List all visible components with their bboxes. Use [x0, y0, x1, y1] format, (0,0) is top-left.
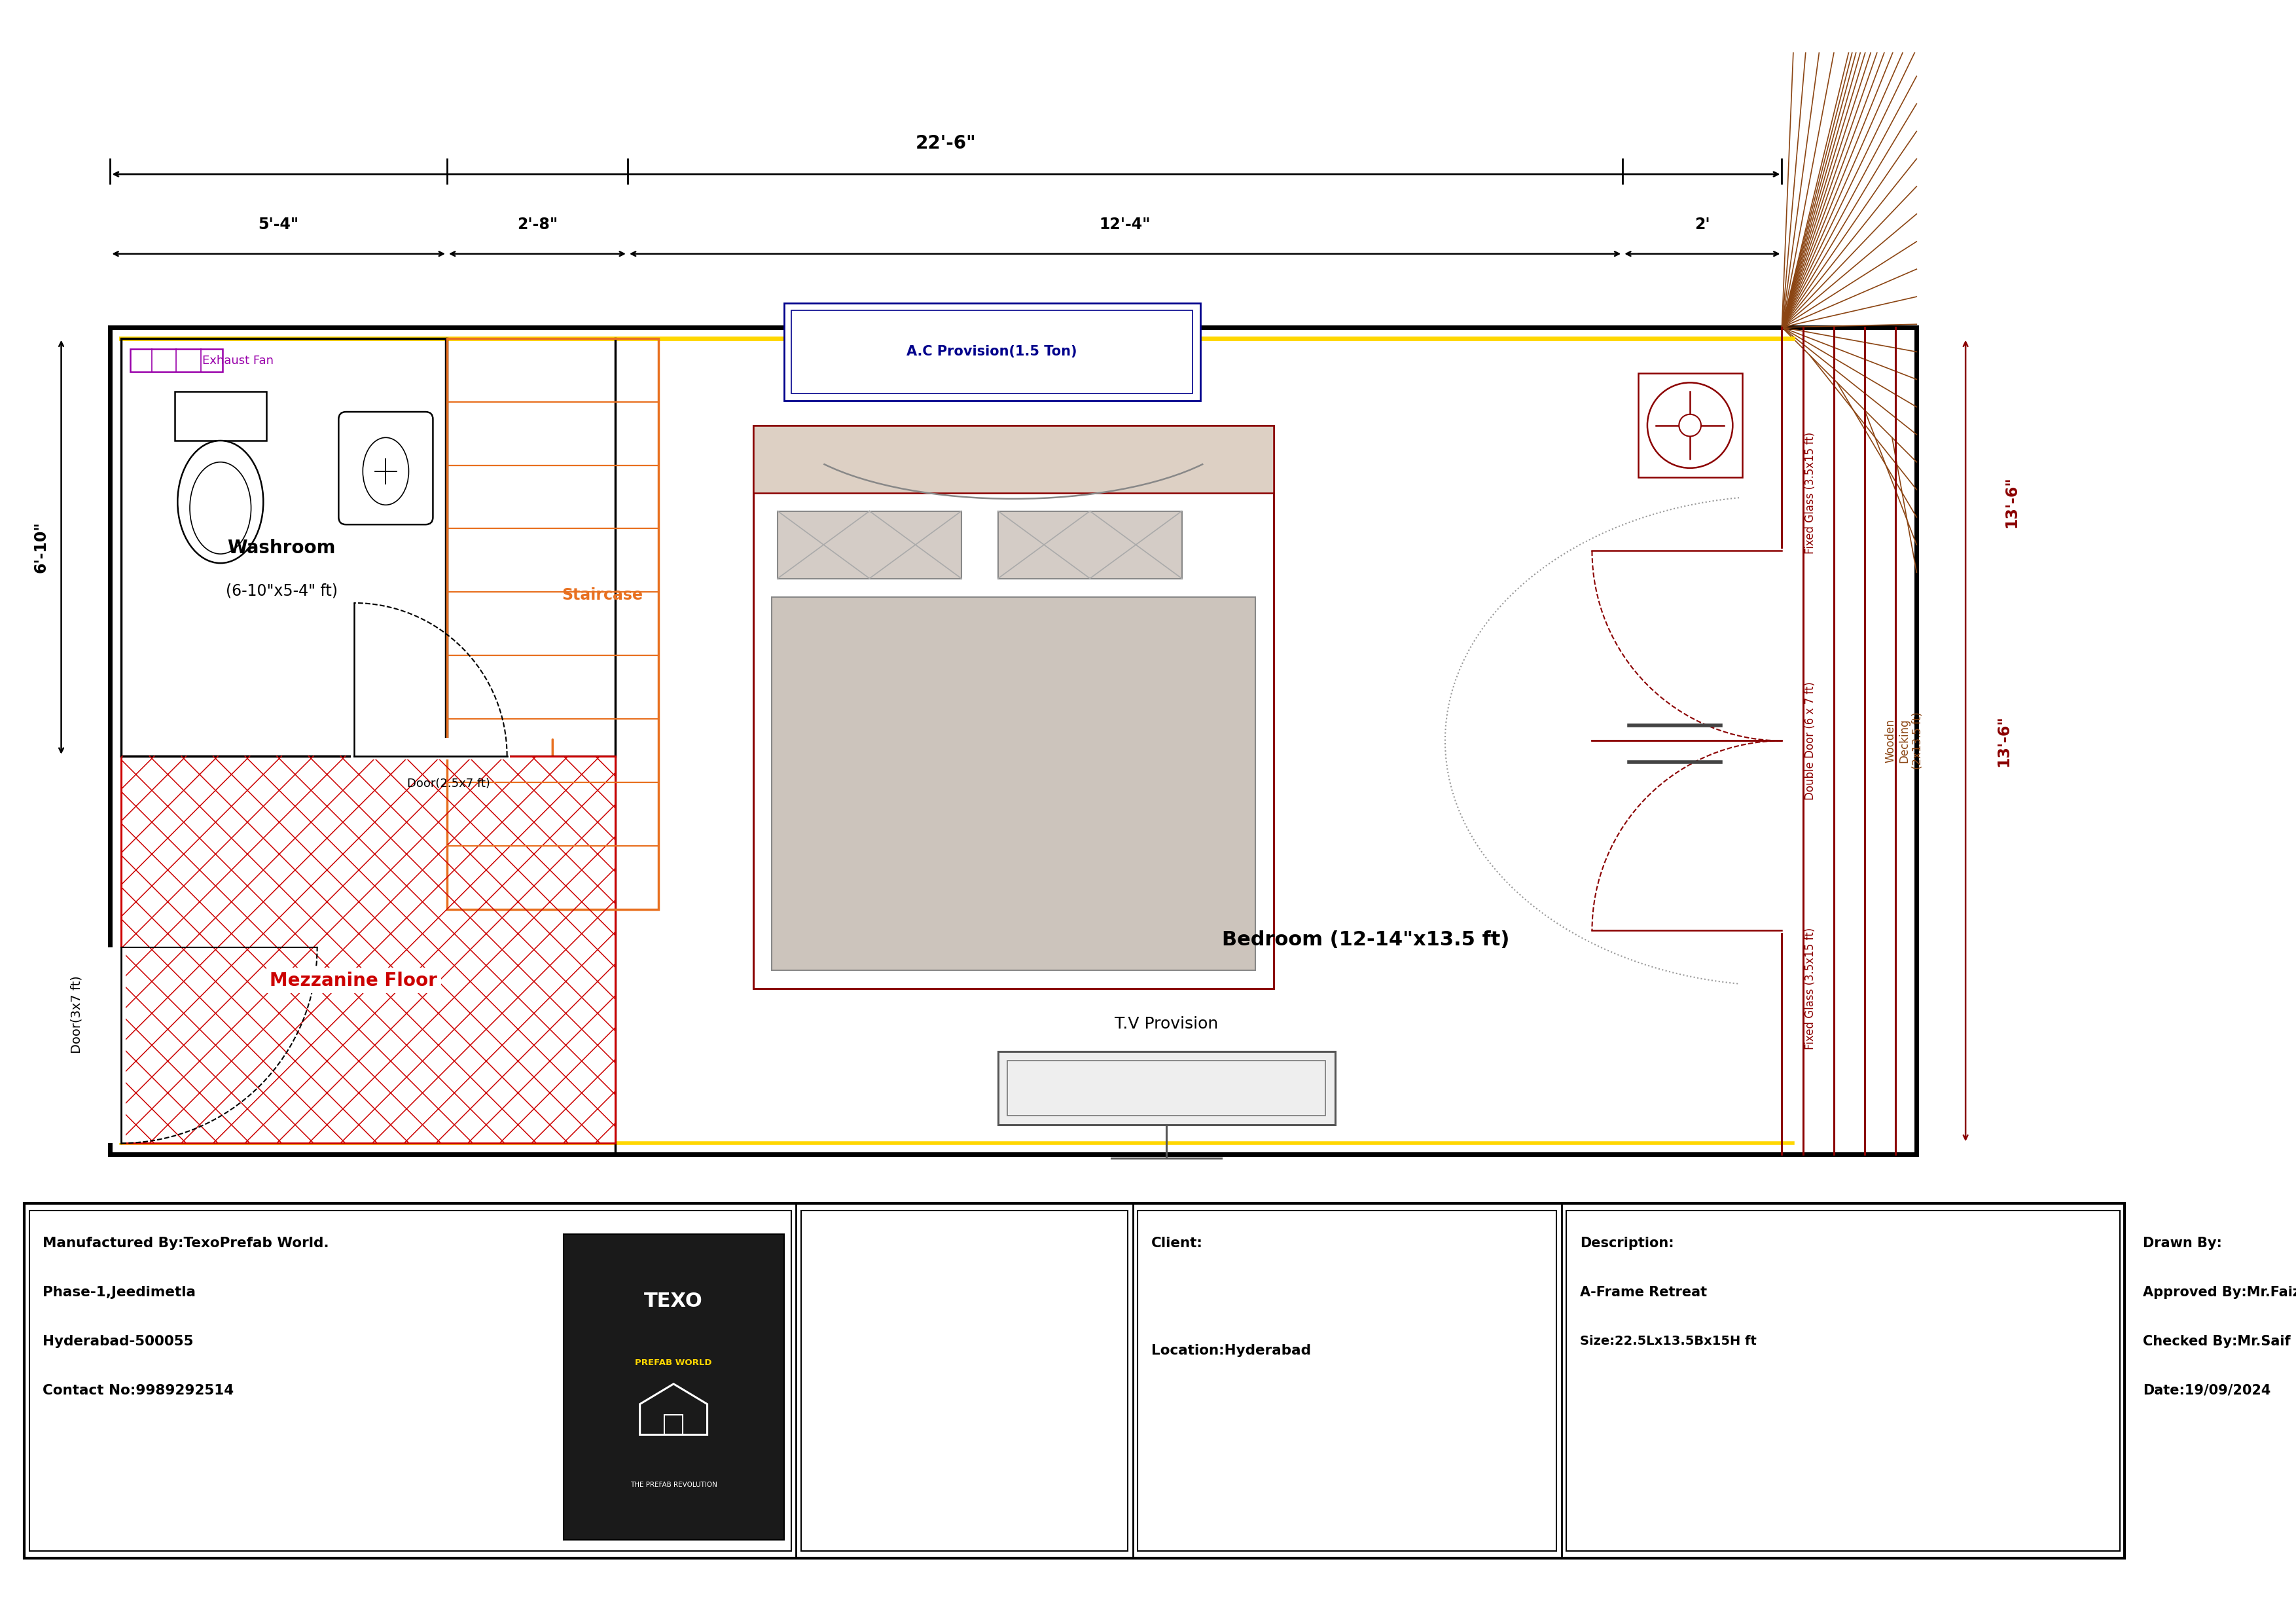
Bar — [25, 1203, 2124, 1558]
Text: T.V Provision: T.V Provision — [1114, 1016, 1219, 1032]
Bar — [771, 597, 1256, 971]
Text: 13'-6": 13'-6" — [2004, 476, 2020, 527]
Text: Door(2.5x7 ft): Door(2.5x7 ft) — [406, 777, 491, 789]
Bar — [351, 738, 510, 760]
Text: 2': 2' — [1694, 216, 1711, 232]
Text: Drawn By:: Drawn By: — [2142, 1237, 2223, 1250]
Text: Staircase: Staircase — [563, 588, 643, 604]
Bar — [778, 511, 962, 578]
Text: PREFAB WORLD: PREFAB WORLD — [636, 1358, 712, 1367]
Text: THE PREFAB REVOLUTION: THE PREFAB REVOLUTION — [629, 1482, 716, 1488]
Bar — [753, 425, 1274, 988]
Text: Location:Hyderabad: Location:Hyderabad — [1150, 1344, 1311, 1357]
Text: Date:19/09/2024: Date:19/09/2024 — [2142, 1384, 2271, 1397]
Bar — [103, 948, 126, 1143]
Bar — [792, 310, 1194, 393]
Bar — [783, 304, 1201, 401]
Bar — [174, 391, 266, 440]
FancyBboxPatch shape — [338, 412, 434, 524]
Text: Client:: Client: — [1150, 1237, 1203, 1250]
Text: Size:22.5Lx13.5Bx15H ft: Size:22.5Lx13.5Bx15H ft — [1580, 1334, 1756, 1347]
Bar — [753, 425, 1274, 493]
Text: Hyderabad-500055: Hyderabad-500055 — [44, 1334, 193, 1349]
Bar — [1566, 1211, 2119, 1552]
Text: Contact No:9989292514: Contact No:9989292514 — [44, 1384, 234, 1397]
Ellipse shape — [363, 438, 409, 505]
Text: 6'-10": 6'-10" — [32, 521, 48, 573]
Ellipse shape — [177, 440, 264, 563]
Text: (6-10"x5-4" ft): (6-10"x5-4" ft) — [225, 583, 338, 599]
Text: Bedroom (12-14"x13.5 ft): Bedroom (12-14"x13.5 ft) — [1221, 930, 1508, 949]
Bar — [801, 1211, 1127, 1552]
Text: Washroom: Washroom — [227, 539, 335, 557]
Text: Manufactured By:TexoPrefab World.: Manufactured By:TexoPrefab World. — [44, 1237, 328, 1250]
Text: 12'-4": 12'-4" — [1100, 216, 1150, 232]
Text: Phase-1,Jeedimetla: Phase-1,Jeedimetla — [44, 1285, 195, 1298]
Ellipse shape — [191, 463, 250, 553]
Bar — [448, 338, 659, 909]
Text: Exhaust Fan: Exhaust Fan — [202, 355, 273, 367]
Text: Door(3x7 ft): Door(3x7 ft) — [71, 975, 83, 1053]
Bar — [1139, 1211, 1557, 1552]
Text: Checked By:Mr.Saif: Checked By:Mr.Saif — [2142, 1334, 2291, 1349]
Text: Mezzanine Floor: Mezzanine Floor — [269, 972, 436, 990]
Bar — [122, 338, 445, 756]
Text: 13'-6": 13'-6" — [1995, 716, 2011, 766]
Text: A.C Provision(1.5 Ton): A.C Provision(1.5 Ton) — [907, 346, 1077, 359]
Bar — [30, 1211, 792, 1552]
Text: 2'-8": 2'-8" — [517, 216, 558, 232]
Bar — [1008, 1060, 1325, 1115]
Bar — [131, 349, 223, 372]
Text: 5'-4": 5'-4" — [257, 216, 298, 232]
Text: A-Frame Retreat: A-Frame Retreat — [1580, 1285, 1706, 1298]
Text: TEXO: TEXO — [645, 1292, 703, 1311]
Text: Double Door (6 x 7 ft): Double Door (6 x 7 ft) — [1805, 682, 1816, 800]
Circle shape — [1646, 383, 1733, 467]
Text: Approved By:Mr.Faiz: Approved By:Mr.Faiz — [2142, 1285, 2296, 1298]
Bar — [999, 1052, 1334, 1125]
Text: Wooden
Decking
(2x13.5 ft): Wooden Decking (2x13.5 ft) — [1885, 712, 1924, 769]
Bar — [122, 756, 615, 1143]
Bar — [110, 328, 1917, 1154]
Text: 22'-6": 22'-6" — [916, 135, 976, 153]
Text: Description:: Description: — [1580, 1237, 1674, 1250]
Text: Fixed Glass (3.5x15 ft): Fixed Glass (3.5x15 ft) — [1805, 928, 1816, 1050]
Bar — [999, 511, 1182, 578]
Bar — [563, 1233, 783, 1540]
Bar — [1637, 373, 1743, 477]
Circle shape — [1678, 414, 1701, 437]
Bar — [1773, 550, 1793, 930]
Text: Fixed Glass (3.5x15 ft): Fixed Glass (3.5x15 ft) — [1805, 432, 1816, 553]
